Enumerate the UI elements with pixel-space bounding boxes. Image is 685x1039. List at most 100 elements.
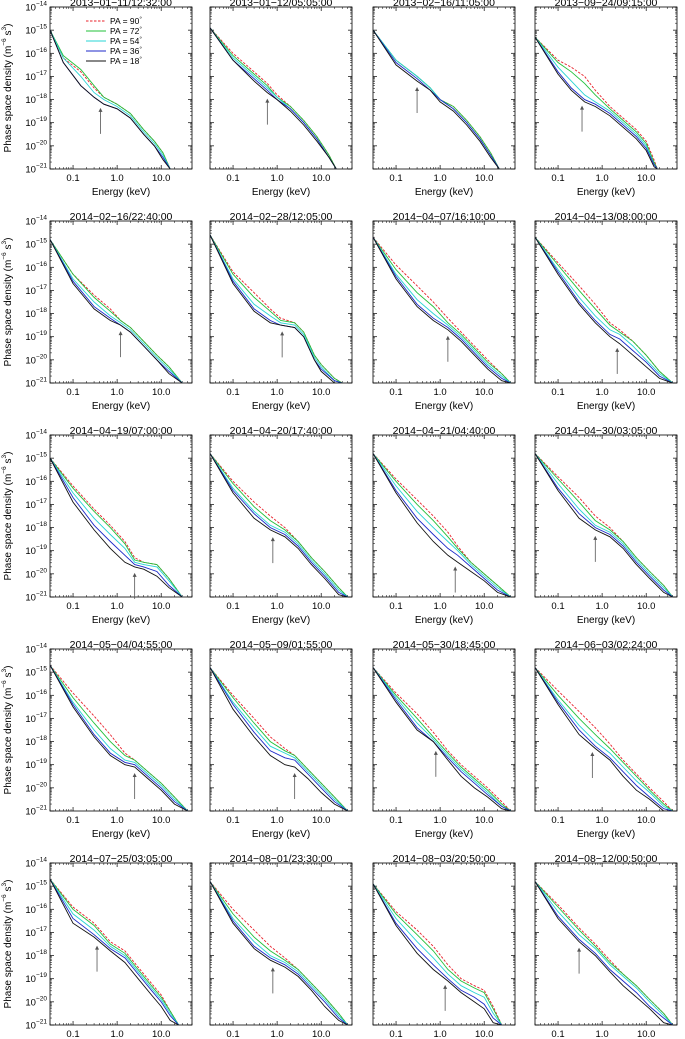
series-line-18 [210,27,337,169]
panel-title: 2013−02−16/11:05:00 [393,0,495,9]
panel-title: 2014−04−21/04:40:00 [393,425,496,437]
series-line-90 [535,667,674,811]
panel-title: 2014−02−28/12:05:00 [230,211,333,223]
x-tick-label: 0.1 [389,601,402,612]
x-tick-label: 0.1 [389,387,402,398]
x-tick-label: 10.0 [637,815,656,826]
y-tick-label: 10−18 [25,307,47,320]
series-group [210,667,349,811]
plot-frame [49,862,193,1026]
series-line-72 [50,29,171,169]
y-tick-label: 10−21 [25,377,47,390]
x-tick-label: 1.0 [111,601,124,612]
series-group [535,453,674,597]
series-line-54 [50,239,183,383]
series-line-54 [50,664,188,811]
y-tick-label: 10−18 [25,93,47,106]
y-tick-label: 10−14 [25,857,47,870]
panel-title: 2014−04−20/17:40:00 [230,425,333,437]
x-tick-label: 1.0 [434,815,447,826]
series-line-18 [50,29,171,169]
y-tick-label: 10−15 [25,238,47,251]
plot-frame [372,434,516,598]
series-line-90 [535,453,674,597]
x-tick-label: 1.0 [596,173,609,184]
series-line-72 [535,236,673,383]
feature-arrowhead [433,750,438,755]
feature-arrowhead [270,537,275,542]
x-tick-label: 10.0 [637,173,656,184]
legend-label: PA = 90° [110,15,142,26]
plot-frame [209,862,353,1026]
x-axis-label: Energy (keV) [415,615,473,626]
y-tick-label: 10−16 [25,47,47,60]
series-line-72 [50,878,180,1025]
series-line-18 [535,667,673,811]
series-line-54 [373,667,511,811]
x-tick-label: 0.1 [551,815,564,826]
series-line-90 [210,667,349,811]
series-line-18 [373,453,511,597]
feature-arrowhead [292,773,297,778]
series-line-18 [50,878,179,1025]
panel-title: 2014−04−13/08:00:00 [555,211,658,223]
x-axis-label: Energy (keV) [415,187,473,198]
series-line-36 [210,881,348,1025]
feature-arrowhead [593,535,598,540]
series-line-36 [373,667,511,811]
plot-frame [49,220,193,384]
y-axis-label: Phase space density (m−6 s3) [1,24,14,153]
panel-9: 2014−04−19/07:00:00 10−14 10−15 10−16 10−17 1… [1,425,193,626]
plot-frame [534,648,678,812]
series-line-90 [210,234,343,383]
x-axis-label: Energy (keV) [415,829,473,840]
x-tick-label: 10.0 [152,815,171,826]
x-tick-label: 10.0 [152,173,171,184]
panel-title: 2013−09−24/09:15:00 [555,0,658,9]
x-tick-label: 10.0 [312,601,331,612]
x-tick-label: 1.0 [111,173,124,184]
series-line-54 [373,236,511,383]
series-group [373,667,512,811]
series-line-72 [373,883,503,1025]
x-tick-label: 10.0 [475,815,494,826]
series-line-18 [50,239,183,383]
panel-title: 2014−08−03/20:50:00 [393,853,496,865]
feature-arrowhead [132,572,137,577]
feature-arrowhead [580,105,585,110]
x-tick-label: 1.0 [111,1029,124,1039]
series-line-36 [535,667,673,811]
plot-frame [372,648,516,812]
x-tick-label: 1.0 [434,601,447,612]
series-group [210,881,349,1025]
panel-13: 2014−05−04/04:55:00 10−14 10−15 10−16 10−17 1… [1,639,193,840]
y-tick-label: 10−21 [25,1019,47,1032]
series-line-18 [373,236,511,383]
series-line-90 [210,881,349,1025]
series-line-36 [210,234,343,383]
series-group [535,667,674,811]
y-tick-label: 10−20 [25,353,47,366]
x-tick-label: 0.1 [389,173,402,184]
x-tick-label: 1.0 [111,815,124,826]
series-line-36 [50,878,180,1025]
series-line-90 [50,878,180,1025]
y-tick-label: 10−17 [25,498,47,511]
panel-17: 2014−07−25/03:05:00 10−14 10−15 10−16 10−17 1… [1,853,193,1039]
series-line-90 [373,667,512,811]
feature-arrowhead [590,751,595,756]
series-line-18 [535,881,673,1025]
series-line-90 [535,36,658,169]
series-line-36 [535,881,673,1025]
plot-frame [209,6,353,170]
series-line-36 [535,236,673,383]
series-line-18 [535,453,673,597]
series-line-54 [535,236,673,383]
series-line-90 [535,881,674,1025]
panel-title: 2014−02−16/22:40:00 [70,211,173,223]
series-line-54 [210,234,343,383]
